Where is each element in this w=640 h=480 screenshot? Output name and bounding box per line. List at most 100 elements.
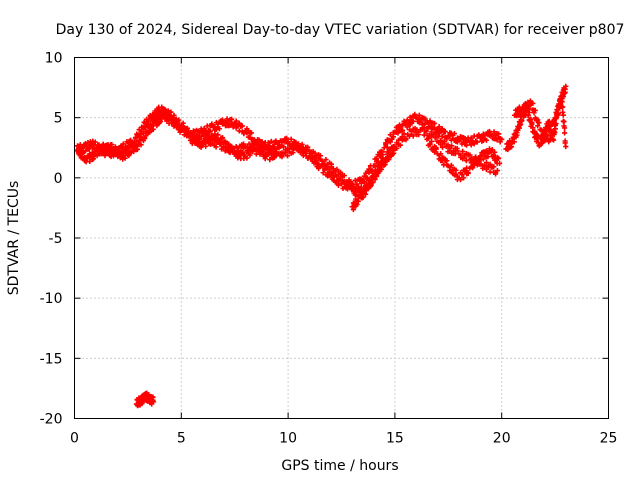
data-point <box>122 155 128 161</box>
data-point <box>380 149 386 155</box>
data-point <box>326 166 333 173</box>
data-point <box>363 191 369 197</box>
data-point <box>479 134 485 140</box>
x-tick-labels: 0 5 10 15 20 25 <box>70 431 617 447</box>
data-point <box>457 177 464 183</box>
x-tick-label: 0 <box>70 431 79 447</box>
data-point <box>491 164 497 170</box>
data-point <box>274 151 281 157</box>
data-point <box>461 154 468 160</box>
data-point <box>483 159 490 166</box>
data-point <box>436 133 442 139</box>
data-point <box>320 170 326 176</box>
data-point <box>553 115 559 122</box>
data-point <box>560 112 566 118</box>
data-point <box>561 119 567 125</box>
data-point <box>427 141 433 148</box>
data-point <box>341 172 347 179</box>
data-point <box>236 152 242 158</box>
data-point <box>395 125 401 131</box>
data-point <box>265 140 271 146</box>
data-point <box>92 139 98 145</box>
data-point <box>323 156 329 163</box>
y-tick-label: 10 <box>45 51 63 67</box>
data-point <box>198 133 205 139</box>
data-point <box>270 148 276 154</box>
data-point <box>236 128 242 134</box>
data-point <box>474 139 480 145</box>
data-point <box>555 110 561 117</box>
data-point <box>470 165 476 171</box>
data-point <box>451 130 458 137</box>
data-point <box>433 146 439 152</box>
data-point <box>268 152 274 158</box>
y-tick-label: 0 <box>54 171 63 187</box>
data-point <box>483 137 490 143</box>
data-point <box>361 179 367 185</box>
data-point <box>490 152 497 158</box>
data-point <box>99 149 105 155</box>
data-point <box>187 132 194 138</box>
data-point <box>213 144 219 150</box>
data-point <box>239 123 245 129</box>
data-point <box>432 130 438 136</box>
y-tick-label: -15 <box>40 351 63 367</box>
data-point <box>235 147 241 153</box>
data-point <box>549 128 555 135</box>
data-point <box>551 121 557 127</box>
data-point <box>438 151 444 157</box>
data-point <box>303 150 309 156</box>
data-point <box>494 168 501 174</box>
data-point <box>496 160 503 166</box>
data-point <box>102 152 108 159</box>
data-point <box>112 144 118 150</box>
data-point <box>176 117 182 123</box>
data-point <box>132 135 139 141</box>
data-point <box>528 116 534 122</box>
data-point <box>154 123 160 129</box>
data-point <box>232 121 238 127</box>
data-point <box>248 130 255 136</box>
data-point <box>236 120 242 126</box>
data-point <box>428 138 435 145</box>
data-point <box>297 145 303 151</box>
data-point <box>195 135 201 141</box>
data-point <box>410 118 416 124</box>
data-point <box>441 138 447 144</box>
data-point <box>294 143 300 150</box>
data-point <box>355 198 361 204</box>
data-point <box>215 132 221 138</box>
data-point <box>532 107 538 114</box>
data-point <box>360 194 366 200</box>
x-axis-label: GPS time / hours <box>281 458 398 474</box>
data-point <box>384 144 390 150</box>
data-point <box>216 126 223 132</box>
data-point <box>259 144 265 150</box>
data-point <box>418 118 424 124</box>
data-point <box>462 168 468 174</box>
data-point <box>207 128 213 134</box>
data-point <box>387 132 393 138</box>
data-point <box>416 112 422 118</box>
data-point <box>126 152 132 159</box>
data-point <box>248 144 255 150</box>
data-points <box>74 83 569 409</box>
data-point <box>299 141 305 147</box>
data-point <box>367 183 374 190</box>
data-point <box>341 178 347 185</box>
data-point <box>410 133 416 139</box>
data-point <box>280 144 287 150</box>
data-point <box>288 136 294 142</box>
data-point <box>449 143 455 149</box>
data-point <box>337 177 344 183</box>
data-point <box>499 136 505 142</box>
data-point <box>494 137 500 143</box>
y-tick-label: -10 <box>40 291 63 307</box>
data-point <box>206 134 212 140</box>
data-point <box>350 181 356 187</box>
data-point <box>251 146 258 152</box>
data-point <box>106 149 112 155</box>
data-point <box>492 149 498 155</box>
data-point <box>448 162 454 168</box>
